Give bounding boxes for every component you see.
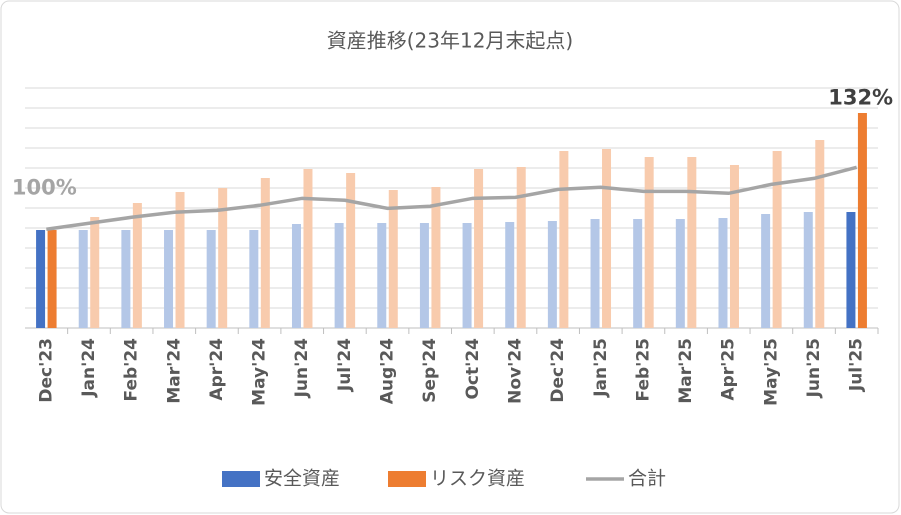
- bar: [761, 214, 771, 328]
- bar: [846, 212, 856, 328]
- x-tick-label: Jul'24: [335, 338, 355, 392]
- legend-label: 安全資産: [264, 468, 340, 490]
- bar: [377, 223, 387, 328]
- bar: [260, 178, 270, 328]
- bar: [687, 157, 697, 328]
- x-tick-label: Oct'24: [463, 338, 483, 400]
- bar: [78, 230, 88, 328]
- bar: [644, 157, 654, 328]
- bar: [206, 230, 216, 328]
- bar: [334, 223, 344, 328]
- bar: [175, 192, 185, 328]
- x-tick-label: Apr'24: [207, 338, 227, 401]
- bar: [132, 203, 142, 328]
- bar: [559, 151, 569, 328]
- x-tick-label: Dec'24: [548, 338, 568, 403]
- bar: [729, 165, 739, 328]
- bar: [346, 173, 356, 328]
- bar: [718, 218, 728, 328]
- bar: [431, 187, 441, 328]
- bar: [547, 221, 557, 328]
- bar: [462, 223, 472, 328]
- x-tick-label: Jun'24: [292, 338, 312, 399]
- bar: [388, 190, 398, 328]
- legend-swatch: [222, 471, 260, 487]
- bar: [249, 230, 259, 328]
- bar: [516, 167, 526, 328]
- bar: [675, 219, 685, 328]
- x-tick-label: Dec'23: [36, 338, 56, 403]
- bar: [121, 230, 131, 328]
- x-tick-label: Nov'24: [505, 338, 525, 404]
- bar: [505, 222, 515, 328]
- x-tick-label: Jul'25: [847, 338, 867, 392]
- legend-swatch: [388, 471, 426, 487]
- data-label: 100%: [12, 175, 77, 199]
- bar: [815, 140, 825, 328]
- x-tick-label: Mar'24: [164, 338, 184, 404]
- bar: [36, 230, 46, 328]
- bar: [633, 219, 643, 328]
- data-label: 132%: [828, 85, 893, 109]
- x-tick-label: Sep'24: [420, 338, 440, 403]
- bar: [857, 113, 867, 328]
- bar: [474, 169, 484, 328]
- x-tick-label: Feb'25: [633, 338, 653, 401]
- bar: [590, 219, 600, 328]
- bar: [218, 188, 228, 328]
- bar: [90, 217, 100, 328]
- bar: [602, 149, 612, 328]
- bar: [772, 151, 782, 328]
- line: [46, 165, 858, 232]
- bar: [164, 230, 174, 328]
- bar: [303, 169, 313, 328]
- bar: [47, 230, 57, 328]
- x-tick-label: Jan'25: [591, 338, 611, 398]
- bar: [419, 223, 429, 328]
- x-tick-label: Jan'24: [79, 338, 99, 398]
- legend-label: リスク資産: [430, 468, 525, 490]
- x-tick-label: May'25: [761, 338, 781, 406]
- x-tick-label: Feb'24: [122, 338, 142, 402]
- bar: [803, 212, 813, 328]
- bar: [291, 224, 301, 328]
- legend-label: 合計: [628, 468, 666, 490]
- x-tick-label: Mar'25: [676, 338, 696, 404]
- x-tick-label: Aug'24: [378, 338, 398, 404]
- x-tick-label: Jun'25: [804, 338, 824, 398]
- x-tick-label: May'24: [250, 338, 270, 406]
- chart-title: 資産推移(23年12月末起点): [327, 29, 574, 53]
- x-tick-label: Apr'25: [719, 338, 739, 401]
